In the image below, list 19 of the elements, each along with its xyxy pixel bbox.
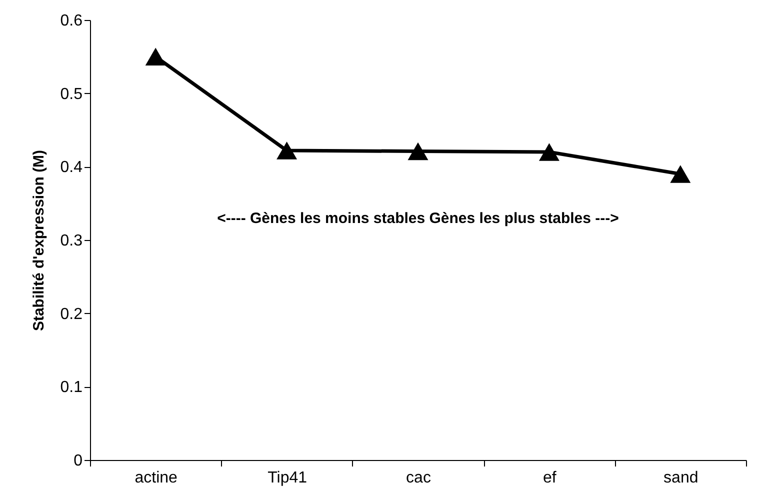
x-tick-label: ef [543, 470, 557, 486]
point [538, 143, 560, 161]
y-tick-label: 0.1 [60, 379, 83, 396]
point [670, 165, 691, 183]
y-axis-title: Stabilité d'expression (M) [30, 150, 48, 332]
x-tick-label: cac [406, 470, 431, 486]
y-tick-label: 0.4 [60, 159, 83, 176]
y-tick-label: 0.5 [60, 86, 83, 103]
x-tick-label: sand [664, 470, 698, 486]
y-tick-label: 0.3 [60, 232, 83, 250]
y-tick-label: 0.6 [60, 12, 83, 30]
y-tick-label: 0 [74, 452, 83, 470]
point [276, 142, 298, 160]
annotation: <---- Gènes les moins stables Gènes les plus stables ---> [217, 210, 620, 227]
point [145, 48, 166, 66]
point [408, 142, 428, 160]
y-tick-label: 0.2 [60, 306, 83, 323]
x-tick-label: actine [134, 470, 178, 486]
x-tick-label: Tip41 [268, 470, 308, 486]
